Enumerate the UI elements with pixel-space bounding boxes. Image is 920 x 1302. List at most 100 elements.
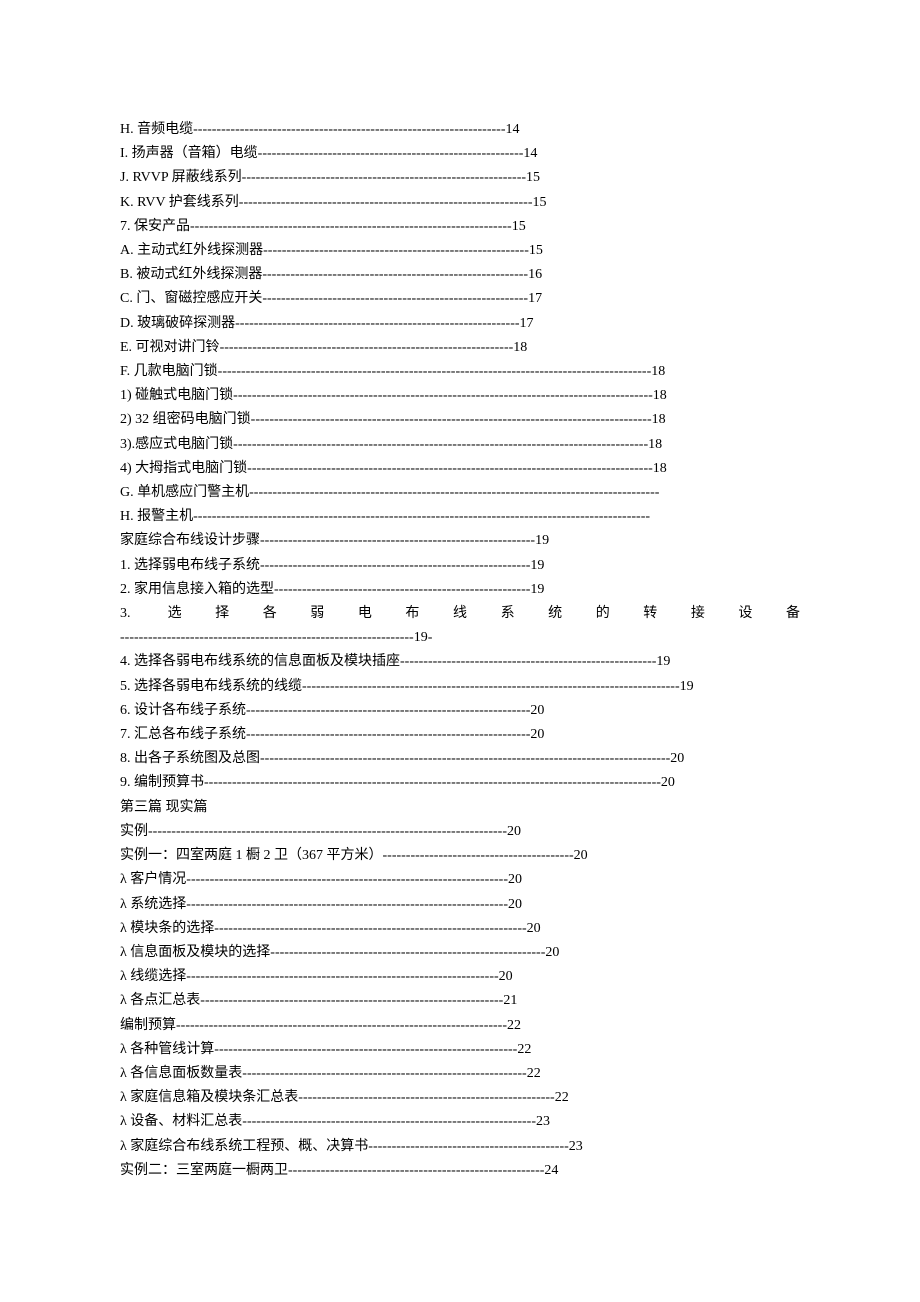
toc-leader-dashes: ----------------------------------------… — [302, 675, 680, 699]
toc-entry-text: 编制预算 — [120, 1014, 176, 1038]
toc-leader-dashes: ----------------------------------------… — [242, 1062, 526, 1086]
toc-line: F. 几款电脑门锁-------------------------------… — [120, 360, 800, 384]
toc-leader-dashes: ----------------------------------------… — [186, 965, 498, 989]
toc-entry-text: λ 各种管线计算 — [120, 1038, 214, 1062]
toc-line: B. 被动式红外线探测器----------------------------… — [120, 263, 800, 287]
toc-line: A. 主动式红外线探测器----------------------------… — [120, 239, 800, 263]
toc-entry-text: 实例二：三室两庭一橱两卫 — [120, 1159, 288, 1183]
toc-page-number: 22 — [517, 1038, 531, 1062]
toc-line: 实例--------------------------------------… — [120, 820, 800, 844]
toc-page-number: 20 — [530, 723, 544, 747]
toc-entry-text: 4. 选择各弱电布线系统的信息面板及模块插座 — [120, 650, 400, 674]
toc-line: λ 系统选择----------------------------------… — [120, 893, 800, 917]
toc-leader-dashes: ----------------------------------------… — [262, 263, 528, 287]
toc-entry-text: 实例一：四室两庭 1 橱 2 卫（367 平方米） — [120, 844, 383, 868]
toc-line: H. 音频电缆---------------------------------… — [120, 118, 800, 142]
toc-entry-text: K. RVV 护套线系列 — [120, 191, 239, 215]
toc-line: ----------------------------------------… — [120, 626, 800, 650]
toc-line: 2) 32 组密码电脑门锁---------------------------… — [120, 408, 800, 432]
toc-entry-text: B. 被动式红外线探测器 — [120, 263, 262, 287]
toc-leader-dashes: ----------------------------------------… — [298, 1086, 554, 1110]
toc-page-number: 17 — [528, 287, 542, 311]
toc-leader-dashes: ----------------------------------------… — [200, 989, 503, 1013]
toc-page-number: 22 — [507, 1014, 521, 1038]
toc-leader-dashes: ----------------------------------------… — [190, 215, 512, 239]
toc-entry-text: H. 报警主机 — [120, 505, 193, 529]
toc-page-number: 18 — [652, 408, 666, 432]
toc-leader-dashes: ----------------------------------------… — [186, 893, 508, 917]
toc-page-number: 15 — [533, 191, 547, 215]
toc-page-number: 24 — [544, 1159, 558, 1183]
toc-leader-dashes: ----------------------------------------… — [193, 505, 650, 529]
toc-entry-text: G. 单机感应门警主机 — [120, 481, 249, 505]
toc-entry-text: 8. 出各子系统图及总图 — [120, 747, 260, 771]
toc-line: λ 各点汇总表---------------------------------… — [120, 989, 800, 1013]
toc-leader-dashes: ----------------------------------------… — [246, 699, 530, 723]
toc-line: 3).感应式电脑门锁------------------------------… — [120, 433, 800, 457]
toc-line: 7. 汇总各布线子系统-----------------------------… — [120, 723, 800, 747]
toc-leader-dashes: ----------------------------------------… — [262, 287, 528, 311]
toc-page-number: 20 — [661, 771, 675, 795]
toc-line: D. 玻璃破碎探测器------------------------------… — [120, 312, 800, 336]
toc-page-number: 20 — [499, 965, 513, 989]
toc-page-number: 14 — [506, 118, 520, 142]
toc-page-number: 23 — [536, 1110, 550, 1134]
toc-page-number: 22 — [527, 1062, 541, 1086]
toc-entry-text: 2) 32 组密码电脑门锁 — [120, 408, 251, 432]
toc-leader-dashes: ----------------------------------------… — [186, 868, 508, 892]
toc-line: λ 家庭信息箱及模块条汇总表--------------------------… — [120, 1086, 800, 1110]
toc-leader-dashes: ----------------------------------------… — [246, 723, 530, 747]
toc-leader-dashes: ----------------------------------------… — [148, 820, 507, 844]
toc-line: λ 线缆选择----------------------------------… — [120, 965, 800, 989]
toc-page-number: 20 — [508, 868, 522, 892]
toc-leader-dashes: ----------------------------------------… — [242, 1110, 536, 1134]
toc-line: H. 报警主机---------------------------------… — [120, 505, 800, 529]
toc-entry-text: 7. 保安产品 — [120, 215, 190, 239]
toc-leader-dashes: ----------------------------------------… — [247, 457, 653, 481]
toc-entry-text: J. RVVP 屏蔽线系列 — [120, 166, 242, 190]
toc-page-number: 15 — [529, 239, 543, 263]
toc-line: 1. 选择弱电布线子系统----------------------------… — [120, 554, 800, 578]
toc-page-number: 20 — [527, 917, 541, 941]
toc-leader-dashes: ----------------------------------------… — [204, 771, 661, 795]
toc-page-number: 18 — [653, 457, 667, 481]
document-page: H. 音频电缆 ---------------------------------… — [0, 0, 920, 1283]
toc-leader-dashes: ----------------------------------------… — [239, 191, 533, 215]
toc-entry-text: H. 音频电缆 — [120, 118, 193, 142]
toc-page-number: 22 — [555, 1086, 569, 1110]
toc-line: E. 可视对讲门铃-------------------------------… — [120, 336, 800, 360]
toc-entry-text: C. 门、窗磁控感应开关 — [120, 287, 262, 311]
toc-page-number: 19 — [530, 578, 544, 602]
toc-page-number: 19- — [414, 626, 433, 650]
toc-page-number: 18 — [653, 384, 667, 408]
toc-entry-text: 1. 选择弱电布线子系统 — [120, 554, 260, 578]
toc-page-number: 15 — [526, 166, 540, 190]
toc-page-number: 19 — [656, 650, 670, 674]
toc-line: 7. 保安产品---------------------------------… — [120, 215, 800, 239]
toc-page-number: 16 — [528, 263, 542, 287]
toc-line: 实例一：四室两庭 1 橱 2 卫（367 平方米）---------------… — [120, 844, 800, 868]
toc-leader-dashes: ----------------------------------------… — [400, 650, 656, 674]
toc-leader-dashes: ----------------------------------------… — [260, 529, 535, 553]
toc-entry-text: λ 线缆选择 — [120, 965, 186, 989]
toc-page-number: 18 — [651, 360, 665, 384]
toc-leader-dashes: ----------------------------------------… — [288, 1159, 544, 1183]
toc-page-number: 20 — [508, 893, 522, 917]
toc-entry-text: 2. 家用信息接入箱的选型 — [120, 578, 274, 602]
toc-page-number: 20 — [670, 747, 684, 771]
toc-entry-text: λ 设备、材料汇总表 — [120, 1110, 242, 1134]
toc-line: λ 模块条的选择--------------------------------… — [120, 917, 800, 941]
toc-entry-text: 3).感应式电脑门锁 — [120, 433, 233, 457]
toc-leader-dashes: ----------------------------------------… — [120, 626, 414, 650]
toc-line: 家庭综合布线设计步骤------------------------------… — [120, 529, 800, 553]
toc-entry-text: 9. 编制预算书 — [120, 771, 204, 795]
toc-line: λ 家庭综合布线系统工程预、概、决算书---------------------… — [120, 1135, 800, 1159]
toc-line: 5. 选择各弱电布线系统的线缆-------------------------… — [120, 675, 800, 699]
toc-line: λ 各种管线计算--------------------------------… — [120, 1038, 800, 1062]
toc-line: λ 设备、材料汇总表------------------------------… — [120, 1110, 800, 1134]
toc-leader-dashes: ----------------------------------------… — [260, 554, 530, 578]
toc-leader-dashes: ----------------------------------------… — [274, 578, 530, 602]
toc-leader-dashes: ----------------------------------------… — [214, 917, 526, 941]
toc-entry-text: A. 主动式红外线探测器 — [120, 239, 263, 263]
toc-leader-dashes: ----------------------------------------… — [220, 336, 514, 360]
